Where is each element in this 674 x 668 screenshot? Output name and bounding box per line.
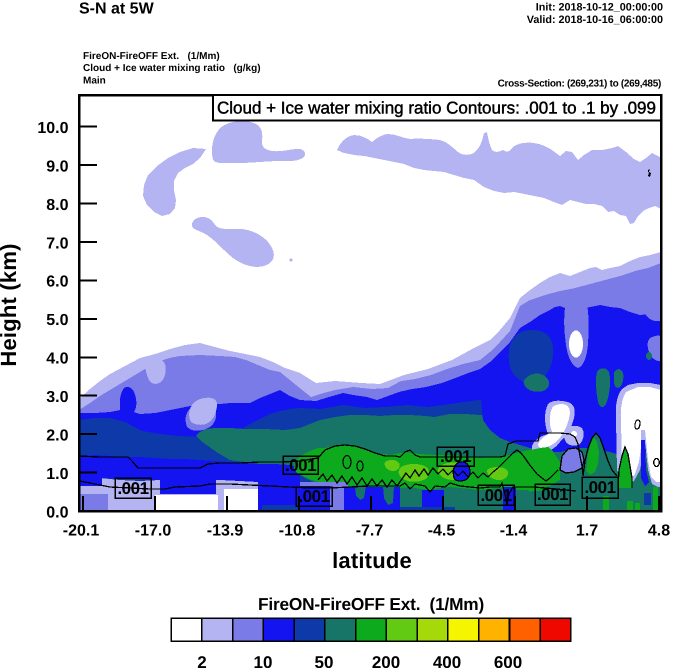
svg-text:.001: .001 (117, 479, 148, 498)
svg-text:-4.5: -4.5 (428, 523, 456, 540)
svg-text:8.0: 8.0 (46, 197, 68, 214)
svg-text:6.0: 6.0 (46, 274, 68, 291)
svg-text:.001: .001 (584, 478, 615, 497)
svg-text:1.7: 1.7 (576, 523, 598, 540)
svg-text:-1.4: -1.4 (500, 523, 528, 540)
svg-text:-17.0: -17.0 (135, 523, 172, 540)
svg-text:10.0: 10.0 (37, 120, 68, 137)
svg-text:3.0: 3.0 (46, 389, 68, 406)
svg-text:Height (km): Height (km) (0, 243, 21, 366)
svg-text:1.0: 1.0 (46, 466, 68, 483)
svg-text:200: 200 (372, 653, 400, 668)
svg-text:.001: .001 (285, 456, 316, 475)
svg-text:-13.9: -13.9 (207, 523, 244, 540)
svg-text:50: 50 (315, 653, 334, 668)
svg-text:Valid: 2018-10-16_06:00:00: Valid: 2018-10-16_06:00:00 (527, 14, 663, 26)
svg-text:FireON-FireOFF Ext. (1/Mm): FireON-FireOFF Ext. (1/Mm) (258, 594, 484, 614)
svg-text:Cloud + Ice water mixing ratio: Cloud + Ice water mixing ratio (g/kg) (83, 63, 261, 74)
svg-text:Cross-Section: (269,231) to (2: Cross-Section: (269,231) to (269,485) (498, 79, 661, 90)
svg-text:4.8: 4.8 (648, 523, 670, 540)
svg-text:2: 2 (197, 653, 206, 668)
svg-text:FireON-FireOFF Ext. (1/Mm): FireON-FireOFF Ext. (1/Mm) (83, 51, 220, 62)
svg-text:7.0: 7.0 (46, 235, 68, 252)
svg-text:-10.8: -10.8 (279, 523, 316, 540)
svg-text:latitude: latitude (332, 548, 412, 573)
svg-text:600: 600 (494, 653, 522, 668)
svg-text:4.0: 4.0 (46, 351, 68, 368)
svg-text:-7.7: -7.7 (356, 523, 384, 540)
svg-text:.001: .001 (537, 485, 568, 504)
svg-text:9.0: 9.0 (46, 158, 68, 175)
svg-text:Cloud + Ice water mixing ratio: Cloud + Ice water mixing ratio Contours:… (217, 99, 656, 118)
svg-text:.001: .001 (298, 487, 329, 506)
svg-text:0.0: 0.0 (46, 504, 68, 521)
svg-text:-20.1: -20.1 (63, 523, 100, 540)
svg-text:.001: .001 (440, 447, 471, 466)
svg-text:Init: 2018-10-12_00:00:00: Init: 2018-10-12_00:00:00 (536, 2, 663, 14)
svg-text:Main: Main (83, 76, 106, 87)
svg-text:5.0: 5.0 (46, 312, 68, 329)
svg-text:2.0: 2.0 (46, 427, 68, 444)
svg-text:.001: .001 (480, 486, 511, 505)
svg-text:S-N at 5W: S-N at 5W (79, 1, 155, 18)
svg-text:10: 10 (254, 653, 273, 668)
svg-text:400: 400 (433, 653, 461, 668)
